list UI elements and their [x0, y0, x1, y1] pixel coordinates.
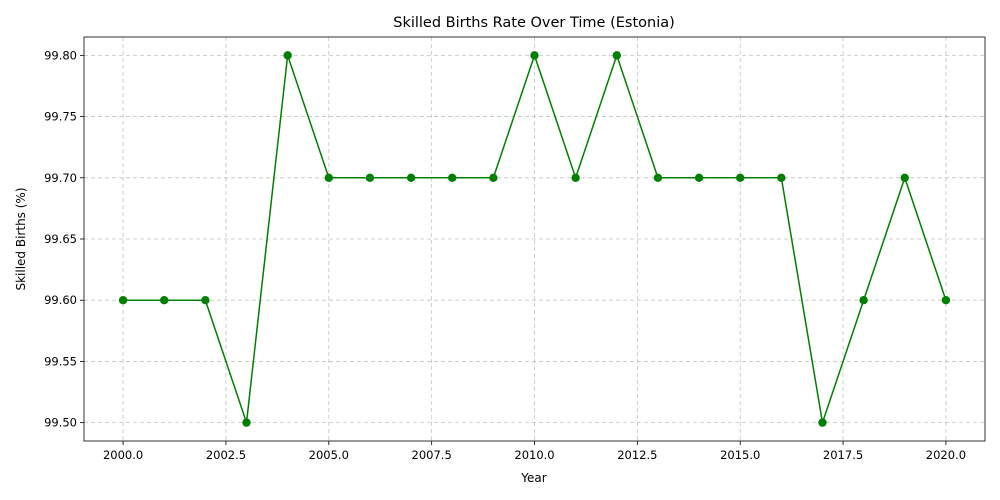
y-tick-label: 99.75	[44, 110, 77, 124]
x-tick-label: 2020.0	[926, 448, 966, 462]
data-point	[406, 173, 416, 182]
data-point	[571, 173, 580, 182]
data-point	[365, 173, 375, 182]
data-point	[118, 296, 128, 305]
x-tick-label: 2005.0	[309, 448, 349, 462]
data-point	[653, 173, 663, 182]
y-axis-ticks: 99.50 99.55 99.60 99.65 99.70 99.75 99.80	[44, 48, 84, 430]
data-point	[941, 296, 951, 305]
x-axis-ticks: 2000.0 2002.5 2005.0 2007.5 2010.0 2012.5 2015…	[103, 441, 966, 462]
data-point	[160, 296, 169, 305]
x-axis-label: Year	[520, 471, 546, 485]
data-point	[448, 173, 457, 182]
data-point	[777, 173, 786, 182]
grid	[84, 37, 985, 441]
data-point	[242, 418, 251, 427]
plot-frame	[83, 36, 986, 442]
data-point	[530, 51, 539, 60]
data-point	[859, 296, 868, 305]
data-point	[736, 173, 745, 182]
data-point	[324, 173, 333, 182]
data-point	[489, 173, 498, 182]
x-tick-label: 2017.5	[823, 448, 863, 462]
y-tick-label: 99.70	[44, 171, 77, 185]
data-point	[694, 173, 704, 182]
series-layer	[118, 51, 951, 427]
data-point	[900, 173, 909, 182]
data-point	[818, 418, 827, 427]
x-tick-label: 2010.0	[514, 448, 554, 462]
y-tick-label: 99.60	[44, 293, 77, 307]
x-tick-label: 2000.0	[103, 448, 143, 462]
x-tick-label: 2012.5	[617, 448, 657, 462]
data-point	[283, 51, 292, 60]
y-axis-label: Skilled Births (%)	[14, 187, 28, 290]
y-tick-label: 99.80	[44, 48, 77, 62]
x-tick-label: 2015.0	[720, 448, 760, 462]
y-tick-label: 99.65	[44, 232, 77, 246]
y-tick-label: 99.55	[44, 354, 77, 368]
x-tick-label: 2002.5	[206, 448, 246, 462]
x-tick-label: 2007.5	[412, 448, 452, 462]
chart-title: Skilled Births Rate Over Time (Estonia)	[393, 15, 675, 31]
data-point	[612, 51, 621, 60]
data-point	[201, 296, 210, 305]
y-tick-label: 99.50	[44, 416, 77, 430]
